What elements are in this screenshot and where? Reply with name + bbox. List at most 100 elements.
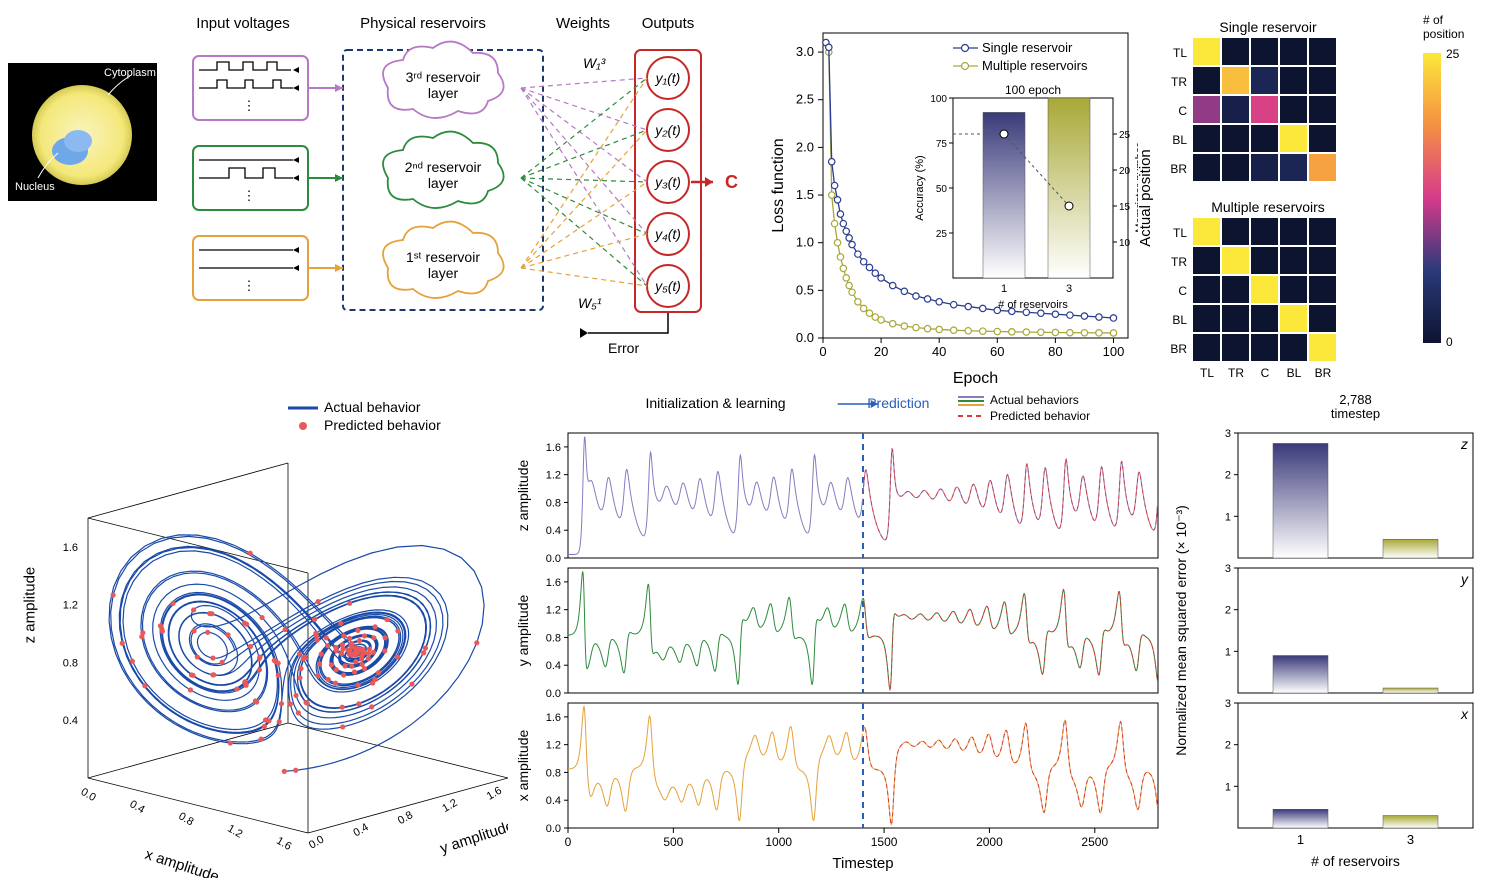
loss-legend: Single reservoirMultiple reservoirs: [953, 40, 1088, 73]
ts-ytick: 1.2: [546, 470, 561, 482]
conf-title: Multiple reservoirs: [1211, 199, 1325, 215]
attractor-marker: [409, 681, 414, 686]
conf-rowlabel: C: [1178, 104, 1187, 118]
conf-cell: [1309, 247, 1336, 274]
loss-marker: [846, 235, 852, 241]
reservoir-label: layer: [428, 85, 459, 101]
ztick3d: 0.8: [63, 657, 78, 669]
loss-marker: [980, 328, 986, 334]
loss-marker: [1081, 313, 1087, 319]
weight-edge: [521, 268, 647, 286]
attractor-marker: [205, 630, 210, 635]
nucleus-shape2: [64, 130, 92, 152]
attractor-marker: [276, 673, 281, 678]
output-label: y₁(t): [655, 70, 681, 86]
ellipsis: ⋮: [243, 278, 256, 293]
loss-marker: [829, 192, 835, 198]
error-arrowhead: [580, 328, 588, 338]
axis-edge: [88, 778, 308, 833]
attractor-marker: [317, 661, 322, 666]
attractor-marker: [316, 599, 321, 604]
nmse-ytick: 2: [1225, 470, 1231, 482]
conf-cell: [1280, 218, 1307, 245]
class-arrowhead: [705, 177, 713, 187]
ts-ytick: 0.4: [546, 525, 561, 537]
attractor-marker: [341, 672, 346, 677]
attractor-marker: [334, 667, 339, 672]
nmse-title: 2,788: [1339, 392, 1372, 407]
cbar-label: # of: [1423, 13, 1444, 27]
loss-marker: [837, 211, 843, 217]
ts-ytick: 0.4: [546, 795, 561, 807]
axis-edge: [308, 778, 508, 833]
ztick3d: 0.4: [63, 715, 78, 727]
header-weights: Weights: [556, 15, 610, 32]
ellipsis: ⋮: [243, 188, 256, 203]
confusion-svg: Single reservoirTLTRCBLBRMultiple reserv…: [1138, 8, 1490, 378]
conf-cell: [1251, 218, 1278, 245]
conf-ylabel: Actual position: [1138, 149, 1154, 247]
ts-leg-pred: Predicted behavior: [990, 409, 1090, 423]
inset-tick: 25: [1119, 130, 1131, 141]
confusion-panel: Single reservoirTLTRCBLBRMultiple reserv…: [1138, 8, 1490, 388]
ytick-label: 0.5: [796, 282, 814, 297]
ytick3d: 0.0: [307, 834, 326, 852]
conf-cell: [1309, 38, 1336, 65]
signal-trace: [199, 80, 293, 88]
conf-cell: [1251, 154, 1278, 181]
attractor-marker: [257, 667, 262, 672]
arrow-head: [293, 85, 299, 91]
cbar-tick: 0: [1446, 335, 1453, 349]
xlabel3d: x amplitude: [143, 846, 221, 878]
conf-cell: [1309, 276, 1336, 303]
loss-marker: [1081, 330, 1087, 336]
loss-marker: [965, 303, 971, 309]
reservoir-label: 1ˢᵗ reservoir: [406, 249, 480, 265]
attractor-marker: [305, 701, 310, 706]
attractor-marker: [257, 656, 262, 661]
loss-marker: [840, 220, 846, 226]
ellipsis: ⋮: [243, 98, 256, 113]
attractor-marker: [315, 673, 320, 678]
nmse-title: timestep: [1331, 406, 1380, 421]
attractor-marker: [371, 650, 376, 655]
xtick-label: 40: [932, 344, 946, 359]
conf-cell: [1251, 67, 1278, 94]
loss-marker: [878, 317, 884, 323]
attractor-marker: [296, 710, 301, 715]
attractor-marker: [362, 633, 367, 638]
output-label: y₃(t): [654, 174, 681, 190]
arrow-head: [293, 157, 299, 163]
attractor-marker: [297, 675, 302, 680]
attractor-marker: [367, 646, 372, 651]
attractor-marker: [341, 633, 346, 638]
attractor-marker: [340, 724, 345, 729]
ts-ytick: 1.6: [546, 577, 561, 589]
conf-rowlabel: BR: [1170, 162, 1187, 176]
conf-cell: [1251, 247, 1278, 274]
attractor-marker: [326, 677, 331, 682]
ts-xtick: 0: [565, 835, 572, 849]
zlabel3d: z amplitude: [22, 567, 39, 644]
conf-rowlabel: TL: [1173, 46, 1187, 60]
loss-marker: [924, 325, 930, 331]
attractor-marker: [333, 681, 338, 686]
attractor-marker: [384, 617, 389, 622]
attractor-marker: [474, 640, 479, 645]
loss-marker: [965, 328, 971, 334]
attractor-marker: [191, 607, 196, 612]
input-arrowhead: [335, 84, 343, 92]
loss-marker: [860, 305, 866, 311]
attractor-marker: [211, 672, 216, 677]
conf-title: Single reservoir: [1219, 19, 1317, 35]
attractor-marker: [366, 656, 371, 661]
loss-marker: [843, 228, 849, 234]
inset-tick: 50: [936, 184, 948, 195]
loss-marker: [1009, 329, 1015, 335]
conf-cell: [1193, 67, 1220, 94]
ts-axes: [568, 568, 1158, 693]
loss-marker: [1052, 311, 1058, 317]
conf-cell: [1280, 247, 1307, 274]
ztick3d: 1.2: [63, 600, 78, 612]
attractor-marker: [395, 628, 400, 633]
